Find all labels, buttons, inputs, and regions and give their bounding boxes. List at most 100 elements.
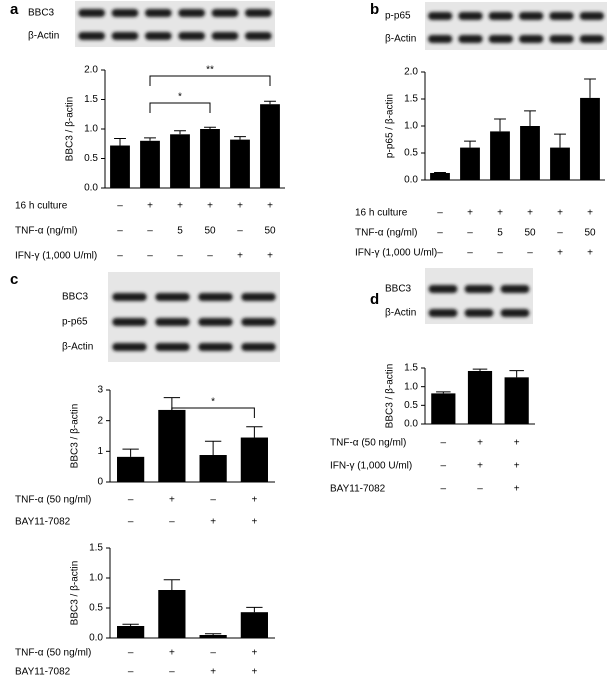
significance-bracket [171,407,255,418]
blot-label: BBC3 [28,8,55,19]
blot-band [245,9,272,17]
bar [504,377,529,424]
condition-mark: – [128,495,134,506]
blot-band [211,9,239,17]
condition-mark: – [437,208,443,219]
y-tick-label: 1.5 [404,363,418,374]
y-tick-label: 0.0 [404,419,418,430]
condition-mark: + [177,201,183,212]
condition-mark: – [477,484,483,495]
blot-band [198,293,233,301]
condition-mark: + [557,208,563,219]
blot-band [428,35,453,43]
condition-mark: + [477,461,483,472]
y-tick-label: 2 [97,415,103,426]
error-bar [114,137,126,146]
bar [467,370,493,424]
y-axis-label: BBC3 / β-actin [70,561,81,626]
blot-band [112,343,147,351]
condition-label: BAY11-7082 [330,484,386,495]
condition-mark: 50 [584,228,596,239]
bar [240,437,268,482]
condition-mark: + [147,201,153,212]
y-tick-label: 1.0 [89,573,103,584]
blot-band [111,9,139,17]
blot-image [425,2,607,50]
error-bar [494,118,506,132]
bar [431,393,456,424]
bar [199,455,227,482]
condition-mark: – [169,517,175,528]
y-tick-label: 1.5 [84,94,98,105]
condition-mark: – [441,438,447,449]
condition-mark: + [514,484,520,495]
blot-band [145,32,172,40]
blot-band [145,9,172,17]
condition-mark: 50 [524,228,536,239]
condition-mark: + [169,648,175,659]
blot-band [111,32,139,40]
error-bar [163,579,181,590]
bar [460,147,480,180]
panel-label: a [10,1,19,18]
condition-mark: + [251,667,257,678]
error-bar [524,110,536,126]
blot-band [178,9,205,17]
condition-mark: – [147,251,153,262]
blot-band [579,12,604,20]
condition-mark: – [237,226,243,237]
condition-label: 16 h culture [15,201,68,212]
significance-label: * [178,92,182,103]
blot-band [241,318,276,326]
blot-band [112,318,147,326]
y-tick-label: 0.0 [84,183,98,194]
blot-band [500,285,530,293]
blot-band [112,293,147,301]
blot-band [155,293,190,301]
y-tick-label: 1.5 [404,94,418,105]
condition-mark: + [477,438,483,449]
condition-mark: – [169,667,175,678]
error-bar [204,126,216,129]
condition-mark: + [251,648,257,659]
panel-label: c [10,271,18,288]
y-axis-label: BBC3 / β-actin [70,404,81,469]
blot-band [519,35,544,43]
condition-mark: + [527,208,533,219]
error-bar [436,391,451,394]
blot-band [458,35,483,43]
blot-image [75,1,275,47]
error-bar [264,100,276,105]
blot-band [155,343,190,351]
y-tick-label: 0.5 [84,153,98,164]
blot-band [464,285,494,293]
condition-mark: – [147,226,153,237]
bar [117,456,145,482]
condition-mark: – [128,517,134,528]
condition-mark: – [177,251,183,262]
bar [260,104,280,188]
blot-label: p-p65 [385,11,411,22]
bar [140,140,160,188]
condition-mark: + [497,208,503,219]
condition-mark: – [557,228,563,239]
condition-mark: + [514,438,520,449]
condition-mark: – [207,251,213,262]
blot-band [198,318,233,326]
condition-mark: + [267,251,273,262]
blot-label: BBC3 [385,284,412,295]
condition-mark: – [467,248,473,259]
blot-band [245,32,272,40]
blot-band [500,309,530,317]
condition-mark: – [437,248,443,259]
significance-label: ** [206,65,214,76]
condition-label: TNF-α (ng/ml) [355,228,417,239]
error-bar [472,368,488,371]
condition-mark: + [467,208,473,219]
condition-mark: – [527,248,533,259]
y-tick-label: 2.0 [84,65,98,76]
blot-band [198,343,233,351]
error-bar [509,370,524,378]
bar [199,635,227,638]
condition-mark: 50 [264,226,276,237]
